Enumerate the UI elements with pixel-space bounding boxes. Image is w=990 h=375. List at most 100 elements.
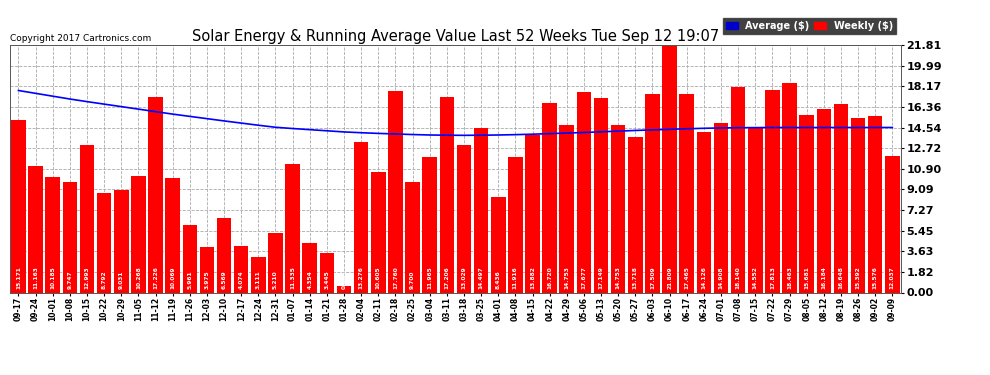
Bar [731, 87, 745, 292]
Text: 14.497: 14.497 [478, 266, 483, 289]
Bar [97, 193, 112, 292]
Bar [182, 225, 197, 292]
Bar [662, 45, 677, 292]
Text: 13.029: 13.029 [461, 267, 466, 289]
Bar [559, 125, 574, 292]
Text: 15.392: 15.392 [855, 266, 860, 289]
Bar [200, 248, 214, 292]
Text: 17.206: 17.206 [445, 266, 449, 289]
Bar [114, 190, 129, 292]
Bar [131, 176, 146, 292]
Text: 8.792: 8.792 [102, 270, 107, 289]
Bar [320, 254, 335, 292]
Bar [697, 132, 711, 292]
Bar [679, 94, 694, 292]
Text: 8.436: 8.436 [496, 270, 501, 289]
Bar [285, 164, 300, 292]
Bar [388, 91, 403, 292]
Bar [782, 83, 797, 292]
Bar [508, 157, 523, 292]
Text: 17.226: 17.226 [153, 266, 158, 289]
Bar [868, 116, 882, 292]
Text: 15.171: 15.171 [16, 266, 21, 289]
Text: 15.576: 15.576 [873, 266, 878, 289]
Bar [80, 145, 94, 292]
Bar [11, 120, 26, 292]
Text: 14.753: 14.753 [616, 266, 621, 289]
Bar [594, 98, 608, 292]
Bar [371, 172, 385, 292]
Text: Copyright 2017 Cartronics.com: Copyright 2017 Cartronics.com [10, 33, 151, 42]
Bar [165, 178, 180, 292]
Bar [29, 166, 43, 292]
Text: 10.605: 10.605 [376, 267, 381, 289]
Text: 16.720: 16.720 [547, 266, 552, 289]
Text: 18.140: 18.140 [736, 266, 741, 289]
Bar [234, 246, 248, 292]
Bar [576, 92, 591, 292]
Text: 5.961: 5.961 [187, 270, 192, 289]
Text: 11.916: 11.916 [513, 266, 518, 289]
Text: 14.552: 14.552 [752, 266, 757, 289]
Bar [645, 94, 659, 292]
Text: 10.268: 10.268 [136, 266, 141, 289]
Text: 0.554: 0.554 [342, 270, 346, 289]
Bar [817, 109, 831, 292]
Text: 9.031: 9.031 [119, 271, 124, 289]
Text: 21.809: 21.809 [667, 267, 672, 289]
Bar [148, 97, 162, 292]
Title: Solar Energy & Running Average Value Last 52 Weeks Tue Sep 12 19:07: Solar Energy & Running Average Value Las… [192, 29, 719, 44]
Bar [628, 137, 643, 292]
Text: 17.149: 17.149 [599, 266, 604, 289]
Text: 17.677: 17.677 [581, 266, 586, 289]
Text: 3.445: 3.445 [325, 270, 330, 289]
Bar [491, 197, 506, 292]
Bar [611, 125, 626, 292]
Bar [474, 128, 488, 292]
Text: 16.184: 16.184 [822, 266, 827, 289]
Text: 9.700: 9.700 [410, 271, 415, 289]
Text: 3.111: 3.111 [255, 270, 260, 289]
Text: 10.185: 10.185 [50, 266, 55, 289]
Bar [748, 128, 762, 292]
Text: 17.465: 17.465 [684, 266, 689, 289]
Bar [456, 145, 471, 292]
Text: 12.993: 12.993 [84, 267, 89, 289]
Text: 11.965: 11.965 [428, 266, 433, 289]
Text: 13.276: 13.276 [358, 266, 363, 289]
Bar [714, 123, 729, 292]
Text: 13.718: 13.718 [633, 266, 638, 289]
Bar [885, 156, 900, 292]
Text: 5.210: 5.210 [273, 270, 278, 289]
Bar [405, 182, 420, 292]
Bar [62, 182, 77, 292]
Bar [46, 177, 60, 292]
Text: 6.569: 6.569 [222, 270, 227, 289]
Text: 11.335: 11.335 [290, 266, 295, 289]
Legend: Average ($), Weekly ($): Average ($), Weekly ($) [723, 18, 896, 33]
Bar [850, 118, 865, 292]
Text: 18.463: 18.463 [787, 266, 792, 289]
Bar [337, 286, 351, 292]
Text: 16.648: 16.648 [839, 266, 843, 289]
Text: 14.753: 14.753 [564, 266, 569, 289]
Text: 11.163: 11.163 [33, 266, 38, 289]
Text: 12.037: 12.037 [890, 266, 895, 289]
Text: 15.681: 15.681 [804, 266, 809, 289]
Text: 3.975: 3.975 [205, 270, 210, 289]
Text: 17.509: 17.509 [650, 267, 655, 289]
Text: 14.126: 14.126 [701, 266, 706, 289]
Bar [834, 104, 848, 292]
Bar [353, 142, 368, 292]
Bar [251, 257, 265, 292]
Bar [423, 157, 437, 292]
Bar [217, 218, 232, 292]
Bar [440, 97, 454, 292]
Bar [268, 233, 283, 292]
Bar [303, 243, 317, 292]
Text: 17.813: 17.813 [770, 266, 775, 289]
Bar [799, 114, 814, 292]
Bar [526, 135, 540, 292]
Text: 13.882: 13.882 [530, 266, 535, 289]
Text: 4.354: 4.354 [307, 270, 312, 289]
